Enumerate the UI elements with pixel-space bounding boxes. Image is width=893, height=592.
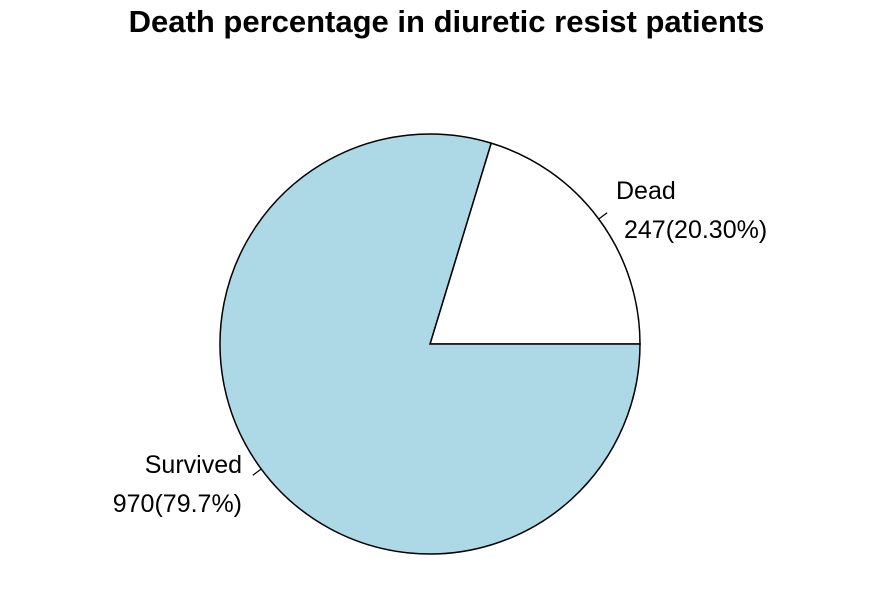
slice-value-survived: 970(79.7%): [113, 490, 242, 518]
pie-leader-survived: [252, 468, 262, 476]
pie-leader-dead: [598, 212, 608, 220]
slice-label-dead: Dead: [616, 177, 676, 205]
slice-value-dead: 247(20.30%): [624, 216, 767, 244]
pie-slice-dead: [428, 142, 641, 345]
chart-title: Death percentage in diuretic resist pati…: [128, 4, 765, 39]
slice-label-survived: Survived: [145, 451, 242, 479]
